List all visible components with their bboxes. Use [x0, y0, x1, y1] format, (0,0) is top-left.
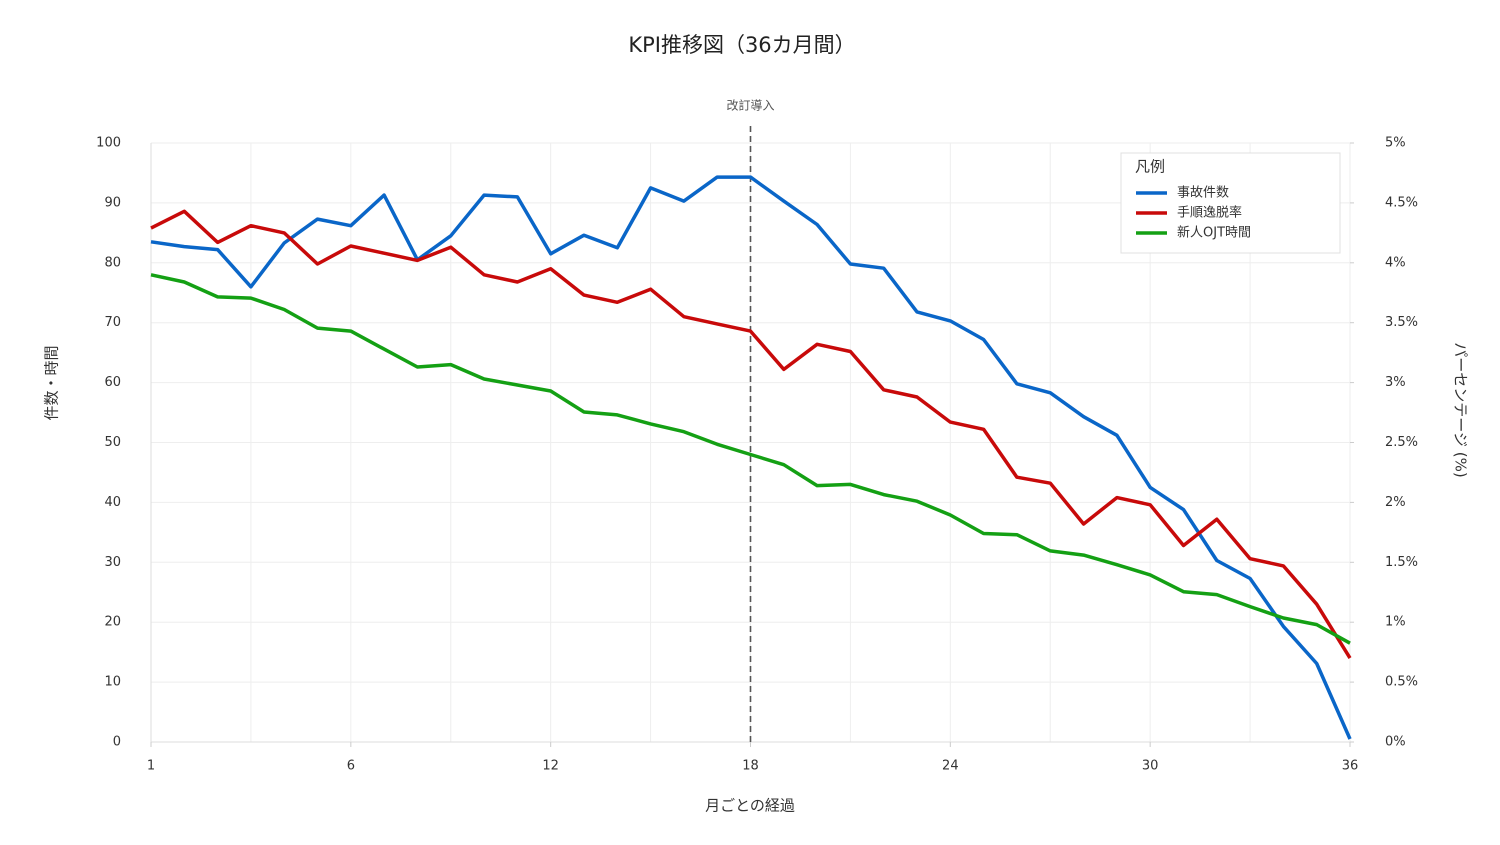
y2-tick-label: 1.5%	[1385, 555, 1418, 570]
y2-tick-label: 2%	[1385, 495, 1406, 510]
legend-box	[1120, 152, 1341, 254]
x-axis-title: 月ごとの経過	[705, 797, 795, 815]
y-axis-title: 件数・時間	[43, 345, 61, 420]
y-tick-label: 10	[104, 675, 121, 690]
y2-tick-label: 4.5%	[1385, 195, 1418, 210]
series-line	[150, 273, 1351, 645]
series-line	[150, 175, 1352, 740]
y2-tick-label: 1%	[1385, 615, 1406, 630]
y2-tick-label: 3.5%	[1385, 315, 1418, 330]
chart-title: KPI推移図（36カ月間）	[628, 33, 855, 57]
x-tick-label: 18	[742, 759, 759, 774]
x-tick-label: 30	[1142, 759, 1159, 774]
y-tick-label: 40	[104, 495, 121, 510]
x-tick-label: 12	[542, 759, 559, 774]
y-tick-label: 70	[104, 315, 121, 330]
y2-tick-label: 3%	[1385, 375, 1406, 390]
y-tick-label: 30	[104, 555, 121, 570]
annotation-text: 改訂導入	[726, 98, 774, 113]
y2-axis-title: パーセンテージ (%)	[1452, 342, 1470, 477]
series-line	[150, 209, 1352, 660]
x-tick-label: 36	[1342, 759, 1359, 774]
legend-title: 凡例	[1135, 158, 1165, 176]
legend-label: 手順逸脱率	[1177, 205, 1242, 221]
y2-tick-label: 0.5%	[1385, 675, 1418, 690]
y-tick-label: 0	[113, 735, 121, 750]
y-tick-label: 100	[96, 136, 121, 151]
y2-tick-label: 5%	[1385, 136, 1406, 151]
x-tick-label: 1	[147, 759, 155, 774]
y2-tick-label: 2.5%	[1385, 435, 1418, 450]
x-tick-label: 24	[942, 759, 959, 774]
legend-label: 新人OJT時間	[1177, 225, 1251, 241]
y-tick-label: 60	[104, 375, 121, 390]
y-tick-label: 50	[104, 435, 121, 450]
y2-tick-label: 4%	[1385, 255, 1406, 270]
y-tick-label: 80	[104, 255, 121, 270]
y-tick-label: 90	[104, 195, 121, 210]
x-tick-label: 6	[347, 759, 355, 774]
y2-tick-label: 0%	[1385, 735, 1406, 750]
y-tick-label: 20	[104, 615, 121, 630]
legend-label: 事故件数	[1177, 186, 1229, 201]
